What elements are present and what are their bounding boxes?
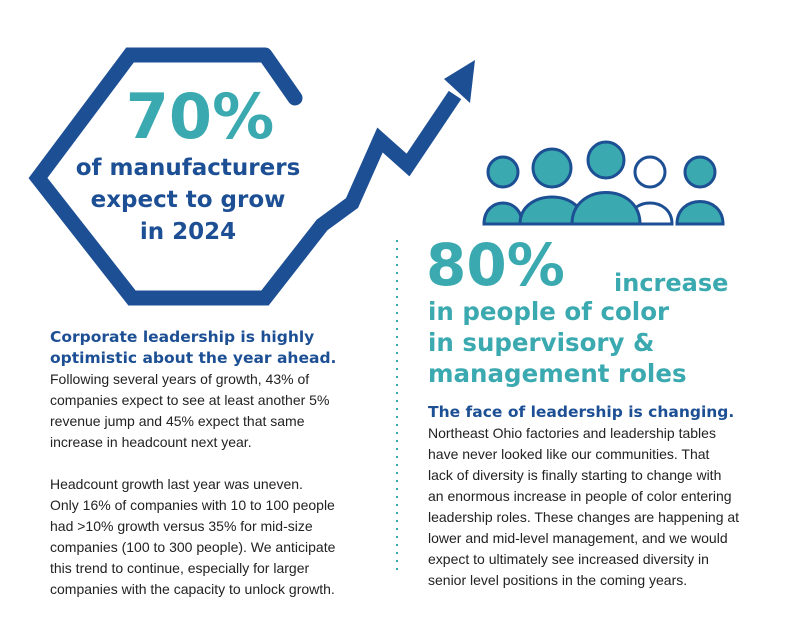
right-body: Northeast Ohio factories and leadership …	[428, 423, 788, 591]
text-line: companies with the capacity to unlock gr…	[50, 581, 335, 597]
stat-80-caption-line: in supervisory &	[428, 328, 655, 357]
stat-70-caption-line: expect to grow	[90, 187, 286, 213]
left-paragraph-2: Headcount growth last year was uneven. O…	[50, 474, 390, 600]
stat-80-caption-line: in people of color	[428, 297, 670, 326]
text-line: lower and mid-level management, and we w…	[428, 530, 728, 546]
text-line: companies (100 to 300 people). We antici…	[50, 539, 336, 555]
graphics-layer	[28, 47, 725, 572]
text-line: Following several years of growth, 43% o…	[50, 371, 310, 387]
text-line: leadership roles. These changes are happ…	[428, 509, 740, 525]
text-line: an enormous increase in people of color …	[428, 488, 732, 504]
text-line: this trend to continue, especially for l…	[50, 560, 310, 576]
left-heading-line: Corporate leadership is highly	[50, 328, 315, 346]
stat-70-caption: of manufacturers expect to grow in 2024	[52, 152, 324, 248]
stat-80-word: increase	[614, 269, 729, 297]
left-body: Following several years of growth, 43% o…	[50, 369, 390, 621]
text-line: expect to ultimately see increased diver…	[428, 551, 709, 567]
text-line: companies expect to see at least another…	[50, 392, 330, 408]
stat-80-value: 80%	[426, 231, 565, 299]
left-heading-line: optimistic about the year ahead.	[50, 349, 337, 367]
stat-80-caption: in people of color in supervisory & mana…	[428, 296, 768, 389]
growth-arrow-icon	[444, 60, 475, 103]
left-heading: Corporate leadership is highly optimisti…	[50, 327, 390, 369]
text-line: Northeast Ohio factories and leadership …	[428, 425, 716, 441]
hexagon-outline-icon	[28, 47, 462, 306]
text-line: Headcount growth last year was uneven.	[50, 476, 303, 492]
text-line: lack of diversity is finally starting to…	[428, 467, 722, 483]
text-line: had >10% growth versus 35% for mid-size	[50, 518, 313, 534]
text-line: revenue jump and 45% expect that same	[50, 413, 305, 429]
text-line: have never looked like our communities. …	[428, 446, 710, 462]
text-line: Only 16% of companies with 10 to 100 peo…	[50, 497, 335, 513]
stat-70-caption-line: of manufacturers	[75, 155, 301, 181]
text-line: increase in headcount next year.	[50, 434, 252, 450]
stat-80-caption-line: management roles	[428, 359, 687, 388]
right-heading: The face of leadership is changing.	[428, 403, 735, 421]
text-line: senior level positions in the coming yea…	[428, 572, 688, 588]
stat-70-caption-line: in 2024	[139, 219, 237, 245]
left-paragraph-1: Following several years of growth, 43% o…	[50, 369, 390, 453]
stat-70-value: 70%	[125, 80, 275, 153]
people-group-icon	[482, 140, 725, 226]
